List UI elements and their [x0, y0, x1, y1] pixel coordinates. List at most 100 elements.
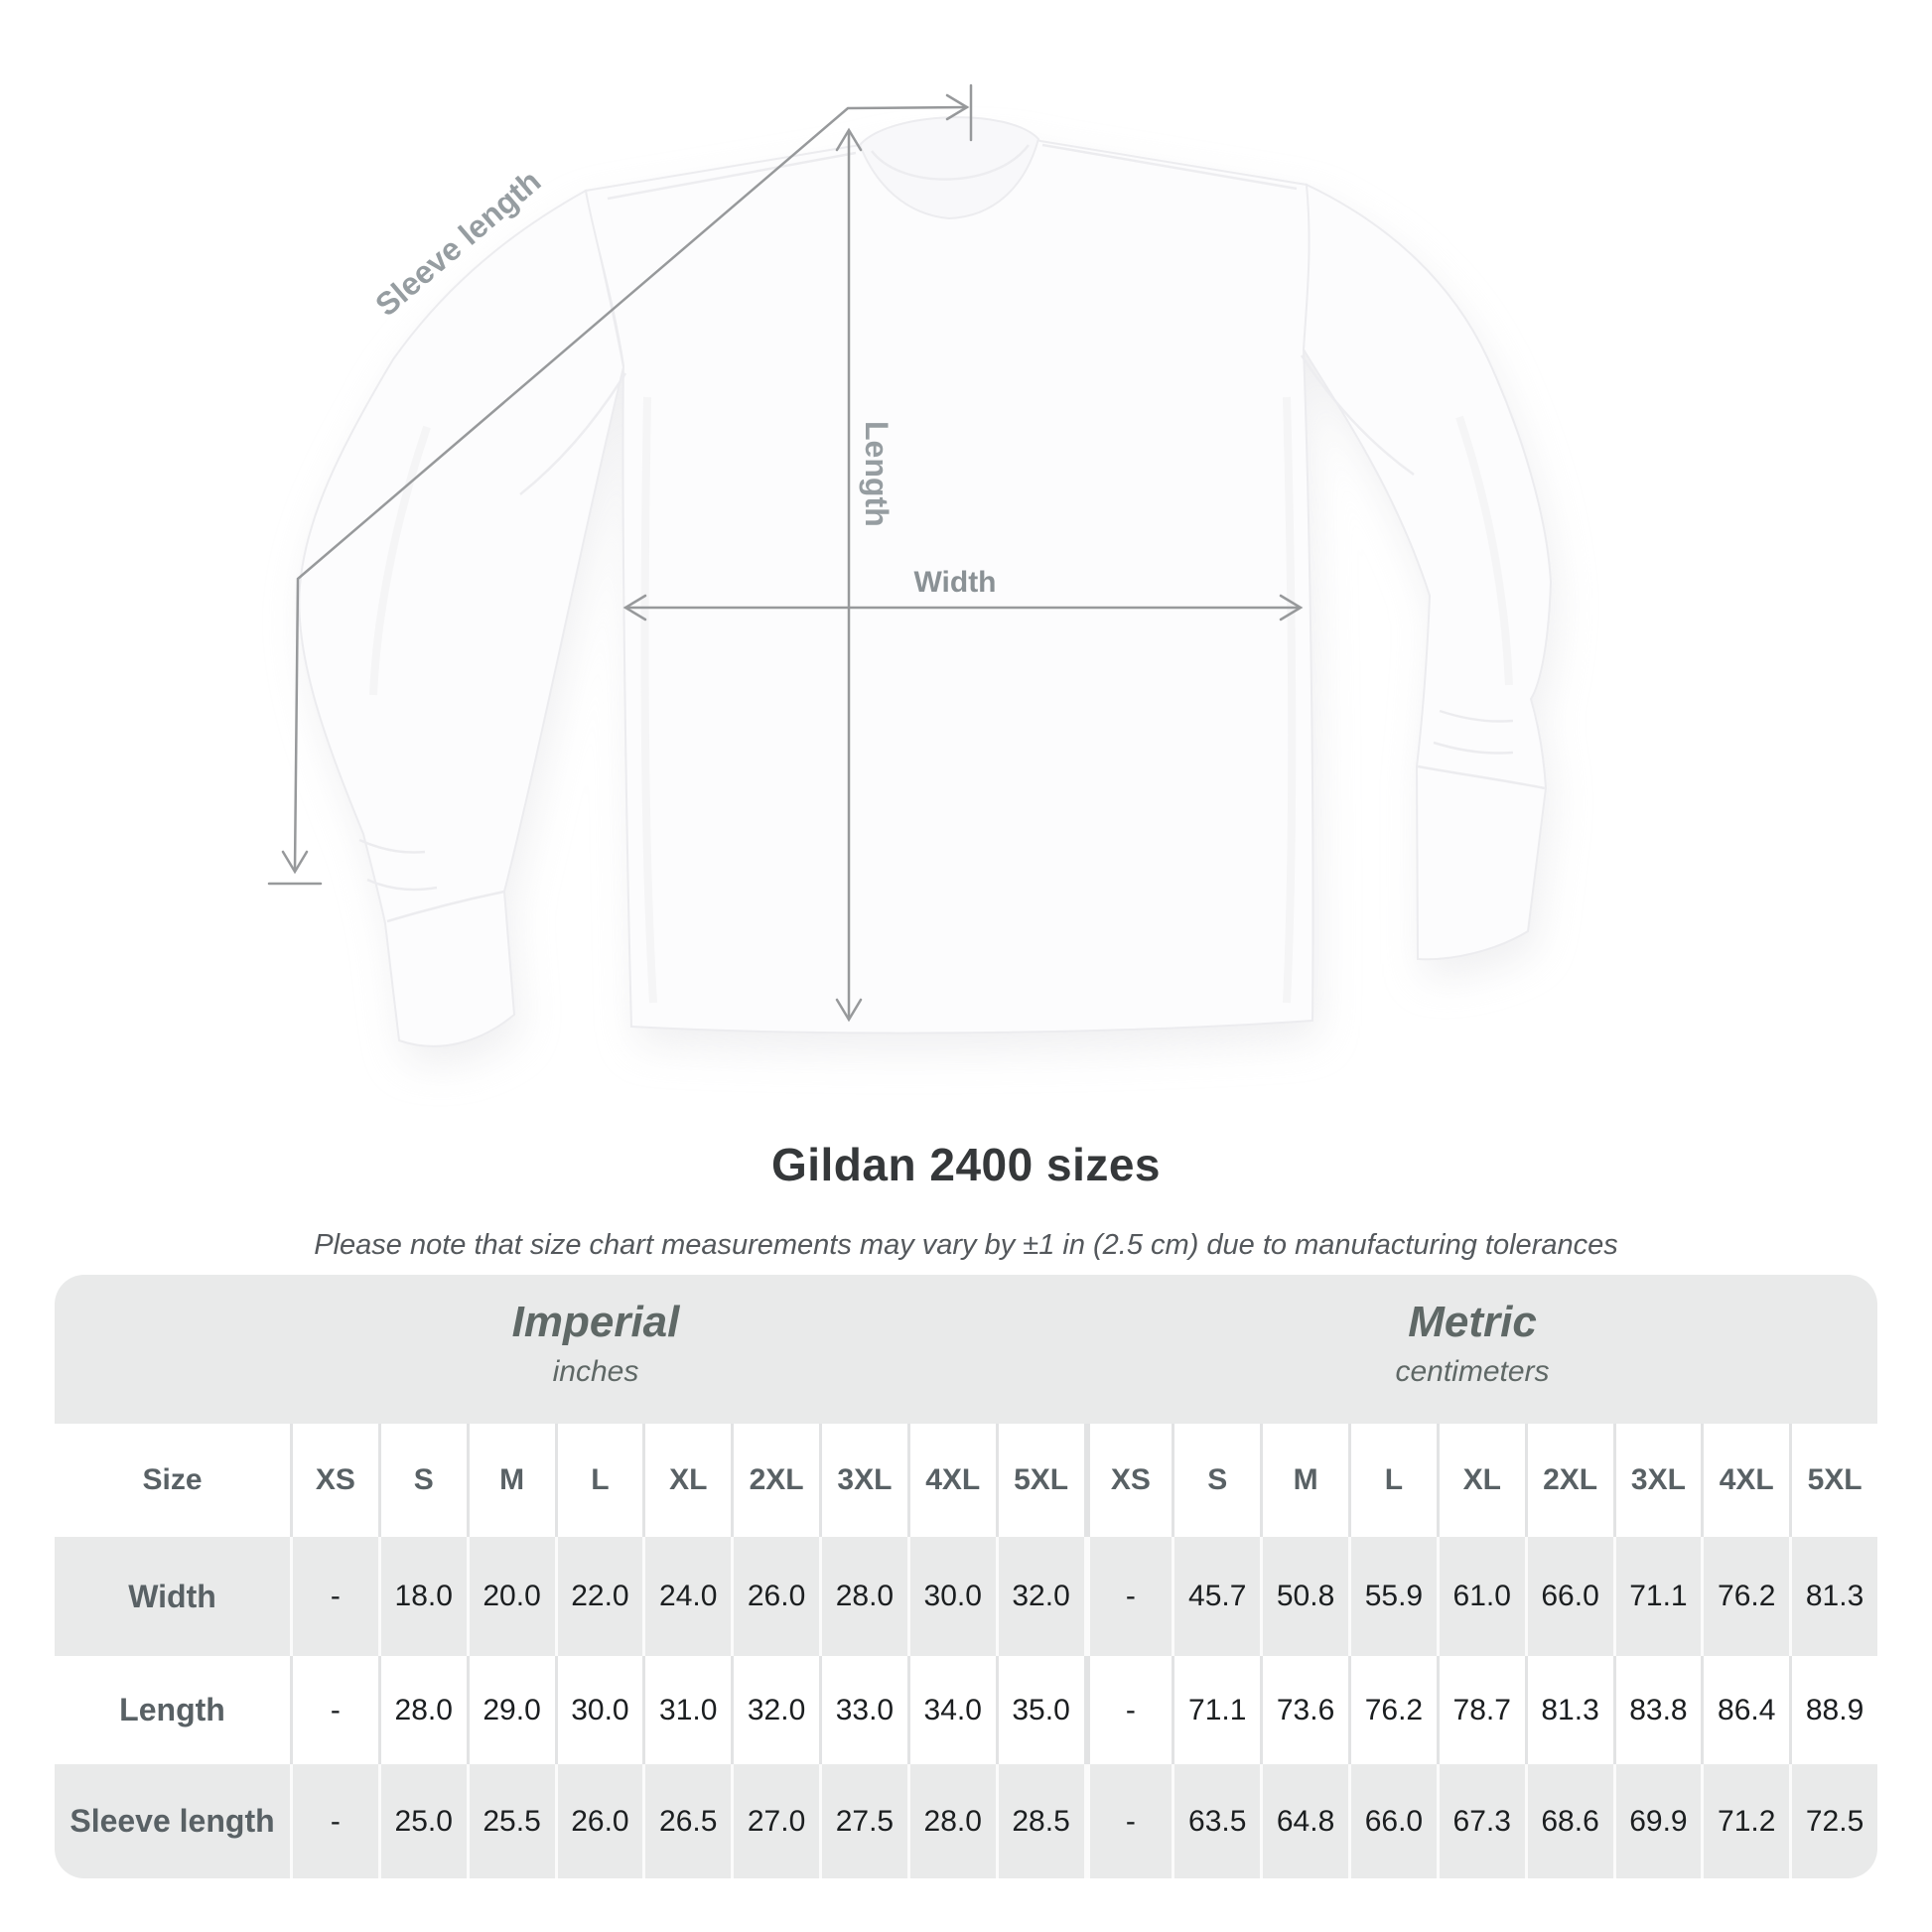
arrowhead-right-icon: [945, 93, 970, 121]
unit-group-metric: Metric centimeters: [1395, 1299, 1549, 1390]
table-cell: 34.0: [906, 1656, 996, 1764]
column-header: L: [554, 1424, 643, 1537]
table-cell: 76.2: [1701, 1537, 1789, 1656]
table-cell: 20.0: [466, 1537, 555, 1656]
table-cell: 69.9: [1612, 1764, 1702, 1878]
table-cell: 68.6: [1524, 1764, 1613, 1878]
column-header: 3XL: [1612, 1424, 1702, 1537]
table-cell: 28.5: [995, 1764, 1084, 1878]
table-cell: 26.0: [731, 1537, 819, 1656]
table-cell: 71.1: [1612, 1537, 1702, 1656]
column-header: XS: [1083, 1424, 1173, 1537]
shirt-collar: [858, 116, 1040, 220]
table-cell: 30.0: [906, 1537, 996, 1656]
table-cell: 30.0: [554, 1656, 643, 1764]
table-cell: 67.3: [1436, 1764, 1525, 1878]
column-header: XL: [1436, 1424, 1525, 1537]
table-cell: -: [290, 1656, 378, 1764]
table-cell: 26.0: [554, 1764, 643, 1878]
table-cell: 50.8: [1260, 1537, 1348, 1656]
table-cell: 24.0: [642, 1537, 731, 1656]
column-header: 4XL: [906, 1424, 996, 1537]
table-cell: 25.0: [377, 1764, 467, 1878]
column-header: 4XL: [1701, 1424, 1790, 1537]
column-header: 3XL: [819, 1424, 907, 1537]
measurement-lines: [267, 83, 1304, 1023]
column-header: M: [1260, 1424, 1348, 1537]
table-cell: -: [1083, 1537, 1173, 1656]
shirt-shading: [369, 396, 1513, 1004]
table-cell: 72.5: [1789, 1764, 1877, 1878]
table-cell: 78.7: [1436, 1656, 1525, 1764]
table-cell: 27.0: [731, 1764, 819, 1878]
table-cell: 64.8: [1260, 1764, 1348, 1878]
unit-group-metric-unit: centimeters: [1395, 1355, 1550, 1388]
table-cell: 31.0: [642, 1656, 732, 1764]
row-label-length: Length: [55, 1656, 290, 1764]
unit-group-imperial: Imperial inches: [512, 1299, 680, 1390]
table-cell: 76.2: [1348, 1656, 1437, 1764]
table-cell: -: [290, 1537, 378, 1656]
column-header: S: [377, 1424, 467, 1537]
unit-group-metric-label: Metric: [1408, 1298, 1537, 1346]
unit-group-imperial-unit: inches: [552, 1355, 639, 1388]
shirt: [298, 116, 1552, 1047]
shirt-seams: [358, 143, 1546, 923]
table-cell: 81.3: [1789, 1537, 1877, 1656]
arrowhead-down-icon: [281, 850, 309, 875]
table-cell: 28.0: [819, 1537, 907, 1656]
row-label-sleeve-length: Sleeve length: [69, 1803, 275, 1839]
table-cell: 61.0: [1436, 1537, 1525, 1656]
table-cell: 28.0: [906, 1764, 996, 1878]
column-header: 5XL: [995, 1424, 1084, 1537]
column-header: 2XL: [1524, 1424, 1613, 1537]
column-header: L: [1348, 1424, 1437, 1537]
table-cell: 18.0: [377, 1537, 467, 1656]
table-cell: 22.0: [554, 1537, 643, 1656]
table-cell: 71.1: [1172, 1656, 1261, 1764]
width-label: Width: [913, 566, 996, 599]
table-cell: 25.5: [466, 1764, 555, 1878]
table-cell: 33.0: [819, 1656, 907, 1764]
arrowhead-down-icon: [835, 998, 863, 1023]
table-cell: 66.0: [1524, 1537, 1613, 1656]
arrowhead-left-icon: [622, 594, 647, 621]
unit-group-band: Imperial inches Metric centimeters: [55, 1275, 1877, 1424]
row-label-width: Width: [128, 1578, 216, 1614]
table-cell: 81.3: [1524, 1656, 1613, 1764]
unit-group-imperial-label: Imperial: [511, 1298, 680, 1346]
size-chart-table: Imperial inches Metric centimeters Size …: [55, 1275, 1877, 1878]
column-header: XS: [290, 1424, 378, 1537]
table-cell: 66.0: [1348, 1764, 1437, 1878]
column-header-size: Size: [55, 1424, 290, 1537]
column-header: XL: [642, 1424, 732, 1537]
table-cell: 29.0: [466, 1656, 555, 1764]
table-cell: -: [290, 1764, 378, 1878]
arrowhead-right-icon: [1279, 594, 1304, 621]
table-cell: 28.0: [377, 1656, 467, 1764]
table-cell: 71.2: [1701, 1764, 1789, 1878]
table-cell: 86.4: [1701, 1656, 1790, 1764]
length-label: Length: [859, 421, 895, 527]
table-cell: 73.6: [1260, 1656, 1348, 1764]
table-cell: 32.0: [995, 1537, 1084, 1656]
shirt-right-sleeve: [1303, 184, 1552, 961]
arrowhead-up-icon: [835, 127, 863, 152]
table-cell: 88.9: [1789, 1656, 1877, 1764]
table-cell: -: [1083, 1656, 1173, 1764]
tolerance-note: Please note that size chart measurements…: [314, 1229, 1618, 1261]
column-header: S: [1172, 1424, 1261, 1537]
sleeve-length-line: [293, 105, 969, 872]
page-title: Gildan 2400 sizes: [770, 1139, 1162, 1190]
table-cell: 63.5: [1172, 1764, 1260, 1878]
table-cell: 32.0: [731, 1656, 819, 1764]
table-cell: 27.5: [819, 1764, 907, 1878]
table-cell: 45.7: [1172, 1537, 1260, 1656]
table-cell: 55.9: [1348, 1537, 1437, 1656]
shirt-measurement-diagram: Sleeve length Length Width: [267, 83, 1557, 1064]
column-header: M: [466, 1424, 555, 1537]
table-cell: 26.5: [642, 1764, 731, 1878]
table-cell: 35.0: [995, 1656, 1084, 1764]
table-cell: -: [1083, 1764, 1173, 1878]
table-cell: 83.8: [1612, 1656, 1702, 1764]
